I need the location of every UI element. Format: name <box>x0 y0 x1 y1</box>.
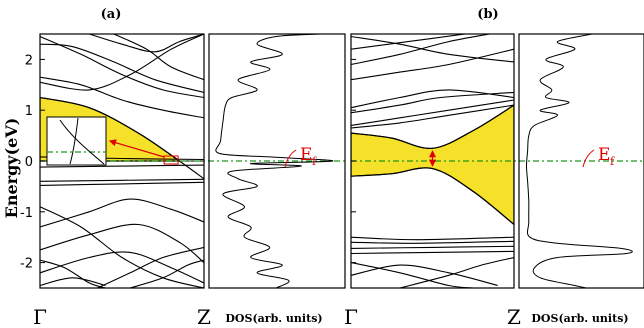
band-line-a-17 <box>130 259 204 288</box>
band-line-b-14 <box>351 262 474 288</box>
band-line-a-14 <box>40 223 204 264</box>
band-line-b-12 <box>351 245 514 249</box>
band-line-a-19 <box>40 259 106 288</box>
band-line-b-6 <box>351 99 514 126</box>
band-line-a-2 <box>40 76 204 119</box>
fermi-label-b: E f <box>598 145 615 168</box>
band-line-b-10 <box>351 236 514 241</box>
ytick-label-1: -1 <box>20 206 33 221</box>
band-line-b-13 <box>351 250 514 255</box>
dos-curve-b <box>525 34 633 288</box>
zoom-inset <box>46 116 107 166</box>
ytick-label-4: 2 <box>25 53 33 68</box>
fermi-callout-a <box>284 149 297 168</box>
band-line-a-3 <box>40 34 204 91</box>
ytick-label-3: 1 <box>25 104 33 119</box>
band-line-a-16 <box>97 246 204 288</box>
band-line-b-8 <box>351 104 514 149</box>
band-line-a-5 <box>113 34 204 81</box>
dos-area-a <box>208 33 346 289</box>
k-label-z-a: Z <box>197 305 211 328</box>
y-axis-label: Energy(eV) <box>2 118 21 219</box>
dos-frame-a <box>208 33 346 289</box>
band-line-a-9 <box>40 164 204 168</box>
panel-label-a: (a) <box>101 7 122 22</box>
dos-frame-b <box>518 33 644 289</box>
band-line-b-5 <box>351 91 514 114</box>
dos-curve-a <box>215 34 334 288</box>
band-line-a-4 <box>89 34 204 53</box>
band-line-a-6 <box>40 96 204 180</box>
k-label-gamma-b: Γ <box>344 305 358 328</box>
band-line-b-9 <box>351 167 514 225</box>
band-line-b-15 <box>351 264 498 287</box>
band-line-b-7 <box>351 104 514 129</box>
y-axis: Energy(eV) -2 -1 0 1 2 <box>2 53 33 271</box>
inset-source-box <box>163 155 179 165</box>
band-line-a-18 <box>40 277 106 287</box>
band-line-a-11 <box>40 181 204 186</box>
ytick-label-2: 0 <box>25 155 33 170</box>
inset-arrow <box>108 139 165 158</box>
band-line-b-0 <box>351 35 514 63</box>
band-line-a-0 <box>40 35 204 99</box>
band-line-b-16 <box>399 256 514 288</box>
band-line-b-2 <box>351 34 490 66</box>
band-line-b-3 <box>351 48 514 81</box>
fermi-label-a: E f <box>300 145 317 168</box>
fermi-label-e-a: E <box>300 145 312 165</box>
band-line-a-13 <box>40 198 204 228</box>
k-label-gamma-a: Γ <box>33 305 47 328</box>
band-line-a-1 <box>40 43 204 93</box>
fermi-label-sub-a: f <box>312 155 317 168</box>
panel-b: (b) Γ Z DOS(arb. units) E f <box>344 7 644 328</box>
k-label-z-b: Z <box>507 305 521 328</box>
band-line-a-15 <box>40 251 204 284</box>
band-area-a <box>39 33 345 289</box>
band-line-b-11 <box>351 240 514 244</box>
fermi-label-e-b: E <box>598 145 610 165</box>
band-line-b-1 <box>351 34 466 50</box>
band-area-b <box>350 33 644 289</box>
dos-area-b <box>518 33 644 289</box>
fermi-label-sub-b: f <box>610 155 615 168</box>
ytick-label-0: -2 <box>20 257 33 272</box>
fermi-callout-b <box>582 149 595 168</box>
band-line-a-12 <box>40 206 204 288</box>
dos-xlabel-b: DOS(arb. units) <box>531 312 628 325</box>
panel-label-b: (b) <box>477 7 498 22</box>
panel-a: (a) Γ Z DOS(arb. units) E f <box>33 7 346 328</box>
dos-xlabel-a: DOS(arb. units) <box>225 312 322 325</box>
band-line-a-10 <box>40 178 204 182</box>
